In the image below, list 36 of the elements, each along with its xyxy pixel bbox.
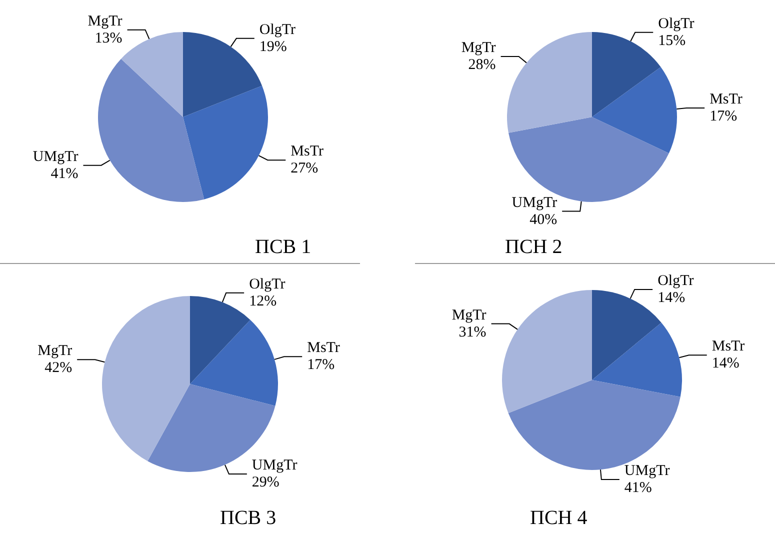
- data-label: 13%: [94, 30, 122, 46]
- text: ПСН 2: [505, 236, 562, 258]
- slice-label: MsTr: [307, 340, 340, 356]
- slice-label: OlgTr: [259, 22, 296, 38]
- slice-label: UMgTr: [624, 463, 670, 480]
- data-label: 14%: [658, 290, 686, 306]
- data-label: 40%: [530, 212, 558, 228]
- data-label: 29%: [252, 474, 280, 490]
- slice-label: UMgTr: [32, 148, 78, 165]
- data-label: 14%: [712, 356, 740, 372]
- slice-label: UMgTr: [512, 194, 558, 211]
- slice-label: MgTr: [452, 307, 486, 324]
- data-label: 17%: [710, 108, 738, 125]
- text: ПСВ 1: [255, 236, 312, 258]
- slice-label: OlgTr: [249, 276, 286, 292]
- data-label: 15%: [658, 32, 686, 49]
- slice-label: MsTr: [710, 92, 742, 108]
- slice-label: MgTr: [88, 13, 122, 30]
- slice-label: MsTr: [712, 338, 745, 355]
- data-label: 17%: [307, 357, 335, 374]
- data-label: 41%: [624, 480, 652, 496]
- data-label: 42%: [44, 360, 72, 376]
- data-label: 28%: [468, 56, 496, 73]
- data-label: 27%: [290, 160, 318, 177]
- text: ПСВ 3: [220, 507, 276, 529]
- slice-label: MgTr: [461, 40, 496, 56]
- data-label: 41%: [50, 166, 78, 182]
- slice-label: MgTr: [38, 343, 72, 360]
- slice-label: UMgTr: [252, 457, 298, 474]
- slice-label: MsTr: [290, 144, 324, 160]
- data-label: 19%: [259, 38, 287, 55]
- data-label: 31%: [458, 324, 486, 340]
- slice-label: OlgTr: [658, 16, 694, 32]
- text: ПСН 4: [530, 507, 588, 529]
- slice-label: OlgTr: [658, 273, 694, 290]
- data-label: 12%: [249, 293, 277, 310]
